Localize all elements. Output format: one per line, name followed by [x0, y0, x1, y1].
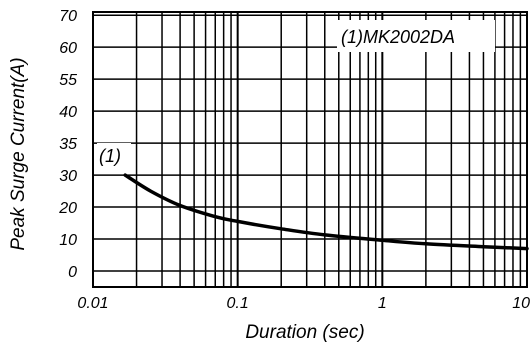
x-tick-label: 0.1 [227, 295, 249, 312]
legend-box [337, 20, 495, 52]
y-tick-label: 70 [59, 8, 77, 25]
y-tick-label: 0 [68, 264, 77, 281]
y-tick-label: 35 [59, 136, 77, 153]
y-tick-label: 30 [59, 168, 77, 185]
x-tick-labels: 0.01 0.1 1 10 [77, 295, 530, 312]
x-axis-title: Duration (sec) [245, 322, 364, 343]
plot-frame [92, 11, 528, 288]
grid [93, 12, 527, 287]
y-tick-labels: 0 10 20 30 35 40 55 60 70 [58, 8, 77, 281]
y-axis-title: Peak Surge Current(A) [8, 57, 29, 250]
legend-label: (1)MK2002DA [341, 27, 455, 47]
y-tick-label: 10 [59, 232, 77, 249]
y-tick-label: 55 [59, 72, 77, 89]
series-line [123, 173, 529, 251]
y-tick-label: 60 [59, 40, 77, 57]
series-annotation: (1) [99, 146, 121, 166]
x-tick-label: 1 [378, 295, 387, 312]
series-layer [123, 173, 529, 251]
y-tick-label: 20 [58, 200, 77, 217]
x-tick-label: 10 [512, 295, 530, 312]
x-tick-label: 0.01 [77, 295, 108, 312]
y-tick-label: 40 [59, 104, 77, 121]
series-annotation-box [97, 143, 131, 167]
